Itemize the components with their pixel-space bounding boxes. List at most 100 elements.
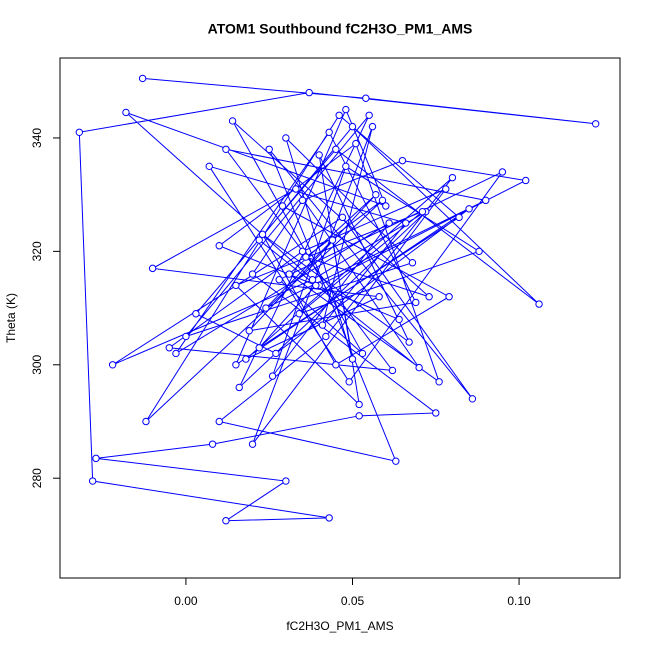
data-point: [345, 378, 353, 386]
data-point: [591, 120, 600, 128]
data-point: [292, 185, 300, 193]
data-point: [248, 440, 257, 448]
data-point: [248, 270, 257, 278]
data-point: [465, 205, 473, 213]
data-point: [332, 361, 340, 369]
data-point: [205, 162, 213, 171]
data-point: [275, 276, 283, 284]
data-point: [255, 344, 263, 352]
data-point: [245, 327, 253, 335]
data-point: [535, 300, 543, 308]
y-tick-label: 300: [30, 354, 44, 374]
data-point: [342, 105, 350, 114]
data-point: [348, 122, 357, 131]
plot-frame: [59, 57, 621, 579]
data-point: [372, 190, 380, 199]
data-point: [398, 156, 407, 165]
data-point: [425, 293, 433, 301]
y-tick-label: 340: [30, 128, 44, 148]
data-point: [298, 247, 307, 256]
data-point: [262, 304, 270, 312]
data-point: [232, 281, 240, 290]
x-axis-label: fC2H3O_PM1_AMS: [286, 619, 393, 633]
data-point: [415, 363, 423, 372]
data-point: [482, 196, 490, 205]
data-point: [305, 88, 313, 97]
data-point: [325, 514, 333, 522]
data-point: [282, 477, 290, 485]
data-point: [228, 117, 237, 125]
data-point: [268, 372, 277, 380]
data-point: [315, 151, 323, 159]
data-point: [375, 293, 383, 301]
x-tick-label: 0.00: [174, 594, 198, 608]
data-point: [322, 332, 330, 341]
data-point: [418, 207, 427, 216]
data-point: [318, 321, 327, 329]
data-point: [365, 111, 373, 119]
data-point: [285, 270, 293, 278]
x-tick-label: 0.10: [507, 594, 531, 608]
data-point: [142, 417, 150, 426]
data-point: [342, 162, 350, 171]
data-point: [75, 128, 84, 136]
y-tick-label: 280: [30, 468, 44, 488]
data-point: [498, 168, 507, 176]
data-point: [362, 94, 370, 102]
data-point: [382, 202, 390, 210]
data-point: [395, 315, 403, 324]
data-point: [308, 276, 317, 284]
data-point: [475, 247, 483, 256]
data-point: [402, 219, 410, 227]
data-point: [182, 332, 190, 341]
data-point: [242, 355, 250, 363]
data-point: [295, 310, 303, 318]
data-point: [92, 454, 100, 463]
data-point: [272, 349, 280, 358]
data-point: [192, 310, 200, 318]
data-point: [215, 417, 223, 426]
data-point: [392, 457, 400, 465]
data-point: [468, 395, 477, 403]
data-point: [255, 236, 263, 244]
data-point: [378, 196, 387, 205]
data-point: [222, 517, 230, 525]
data-line: [78, 77, 596, 522]
data-point: [208, 440, 217, 448]
data-point: [408, 259, 417, 267]
data-point: [215, 241, 223, 250]
data-point: [148, 264, 157, 273]
data-point: [338, 213, 347, 222]
data-point: [388, 366, 397, 375]
data-point: [385, 219, 393, 227]
data-point: [88, 477, 97, 485]
data-point: [222, 145, 230, 153]
data-point: [302, 253, 310, 261]
data-point: [325, 128, 333, 136]
data-point: [265, 145, 273, 153]
data-point: [165, 344, 173, 352]
data-point: [355, 412, 363, 420]
data-point: [172, 349, 180, 358]
data-point: [232, 361, 240, 369]
data-point: [138, 74, 147, 83]
data-point: [108, 361, 117, 369]
data-point: [355, 400, 363, 409]
data-point: [432, 409, 440, 417]
data-point: [358, 349, 367, 358]
y-axis-label: Theta (K): [4, 293, 18, 343]
data-point: [445, 293, 453, 301]
data-point: [282, 134, 290, 142]
data-point: [435, 378, 443, 386]
data-point: [298, 196, 307, 205]
data-point: [522, 176, 530, 185]
data-point: [312, 281, 320, 290]
data-point: [448, 173, 457, 182]
data-point: [412, 298, 420, 307]
data-point: [235, 383, 243, 392]
data-point: [122, 108, 130, 117]
data-point: [328, 236, 337, 244]
chart-title: ATOM1 Southbound fC2H3O_PM1_AMS: [208, 21, 473, 37]
